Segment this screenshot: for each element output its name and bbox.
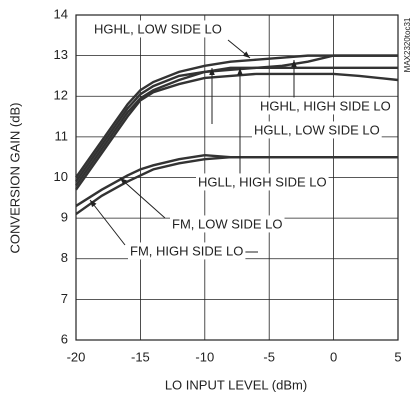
x-tick-label: -5	[263, 349, 275, 364]
label-background	[92, 20, 224, 38]
annotation-arrow	[119, 177, 166, 219]
x-tick-label: -20	[67, 349, 86, 364]
series-label: FM, HIGH SIDE LO	[130, 243, 243, 258]
series-label: HGLL, LOW SIDE LO	[254, 122, 380, 137]
x-tick-label: 0	[330, 349, 337, 364]
series-label: FM, LOW SIDE LO	[172, 216, 283, 231]
y-axis-label: CONVERSION GAIN (dB)	[7, 103, 22, 254]
y-tick-label: 8	[61, 250, 68, 265]
x-tick-label: -10	[195, 349, 214, 364]
series-line	[75, 155, 398, 216]
annotation-arrow	[227, 39, 251, 59]
y-tick-label: 11	[55, 128, 69, 143]
label-background	[128, 242, 246, 260]
y-tick-label: 9	[61, 210, 68, 225]
series-line	[75, 72, 399, 191]
label-background	[170, 215, 285, 233]
y-tick-label: 7	[61, 291, 68, 306]
label-background	[258, 97, 393, 115]
annotation-arrow	[89, 199, 126, 246]
series-label: HGHL, LOW SIDE LO	[94, 21, 222, 36]
y-tick-label: 10	[54, 169, 68, 184]
x-tick-label: -15	[131, 349, 150, 364]
y-tick-label: 13	[54, 47, 68, 62]
x-tick-label: 5	[394, 349, 401, 364]
y-tick-label: 12	[54, 88, 68, 103]
label-background	[196, 173, 329, 191]
x-axis-label: LO INPUT LEVEL (dBm)	[165, 377, 307, 392]
series-line	[75, 66, 398, 187]
series-label: HGHL, HIGH SIDE LO	[260, 98, 391, 113]
series-label: HGLL, HIGH SIDE LO	[198, 174, 327, 189]
y-tick-label: 14	[54, 6, 68, 21]
label-background	[252, 121, 382, 139]
y-tick-label: 6	[61, 331, 68, 346]
figure-id: MAX2320toc31	[403, 17, 412, 72]
